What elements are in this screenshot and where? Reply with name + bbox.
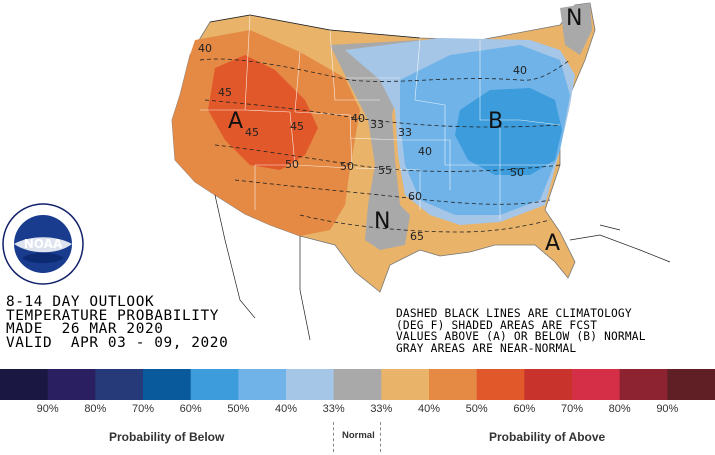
contour-label: 33: [398, 126, 412, 139]
legend-percent-label: 40%: [417, 403, 441, 415]
region-near-normal-ne: [560, 3, 592, 55]
mexico-outline: [214, 194, 256, 319]
legend-swatch: [47, 369, 96, 400]
contour-label: 40: [198, 42, 212, 55]
legend-swatch: [95, 369, 144, 400]
climatology-note: DASHED BLACK LINES ARE CLIMATOLOGY (DEG F…: [396, 308, 646, 354]
cuba-outline: [569, 234, 671, 263]
region-near-normal: [330, 40, 420, 250]
legend-percent-label: 80%: [84, 403, 107, 415]
state-borders: [200, 14, 561, 220]
legend-percent-label: 50%: [227, 403, 250, 415]
legend-divider-right: [380, 422, 381, 452]
legend-percent-label: 90%: [36, 403, 59, 415]
legend-above-label: Probability of Above: [489, 430, 606, 444]
contour-label: 65: [410, 230, 424, 243]
legend-swatch: [667, 369, 715, 400]
legend-swatch: [0, 369, 49, 400]
marker-normal-northeast: N: [566, 6, 582, 31]
contour-label: 45: [245, 126, 259, 139]
outlook-line-4: VALID APR 03 - 09, 2020: [6, 334, 229, 351]
legend-swatch: [381, 369, 430, 400]
outlook-line-1: 8-14 DAY OUTLOOK: [6, 294, 155, 310]
marker-normal-south: N: [374, 209, 390, 234]
contour-label: 40: [351, 112, 365, 125]
legend-swatch: [524, 369, 573, 400]
legend-percent-label: 60%: [513, 403, 536, 415]
contour-label: 60: [408, 190, 422, 203]
legend-swatch: [429, 369, 478, 400]
contour-label: 55: [378, 164, 392, 177]
legend-below-label: Probability of Below: [109, 430, 225, 444]
legend-swatch: [238, 369, 287, 400]
legend-percent-label: 90%: [656, 403, 679, 415]
bahamas-outline: [599, 224, 621, 231]
note-line-4: GRAY AREAS ARE NEAR-NORMAL: [396, 341, 577, 355]
contour-label: 50: [510, 166, 524, 179]
region-near-normal-south: [368, 200, 410, 248]
legend-percent-label: 60%: [179, 403, 202, 415]
legend-swatch: [190, 369, 239, 400]
legend-swatch: [572, 369, 621, 400]
contour-label: 50: [285, 158, 299, 171]
region-above-60: [208, 55, 318, 170]
note-line-2: (DEG F) SHADED AREAS ARE FCST: [396, 318, 598, 332]
marker-above-southeast: A: [545, 231, 560, 256]
marker-above-west: A: [228, 109, 243, 134]
mexico-outline-2: [299, 236, 311, 341]
contour-label: 50: [340, 160, 354, 173]
legend-percent-label: 50%: [465, 403, 488, 415]
noaa-logo: NOAA: [2, 203, 84, 285]
legend-percent-label: 40%: [274, 403, 298, 415]
region-below-50: [455, 88, 562, 175]
outlook-title-block: 8-14 DAY OUTLOOK TEMPERATURE PROBABILITY M…: [6, 294, 229, 351]
legend-swatch: [333, 369, 382, 400]
legend-percent-row: 90% 80% 70% 60% 50% 40% 33% 33% 40% 50% 60% 70% 80% 9…: [0, 403, 715, 419]
legend-percent-label: 33%: [370, 403, 393, 415]
legend-swatch: [143, 369, 192, 400]
marker-below-east: B: [488, 109, 503, 134]
legend-swatch: [619, 369, 668, 400]
contour-label: 45: [290, 120, 304, 133]
contour-label: 40: [418, 145, 432, 158]
contour-label: 40: [513, 64, 527, 77]
legend-swatch: [286, 369, 335, 400]
note-line-3: VALUES ABOVE (A) OR BELOW (B) NORMAL: [396, 330, 646, 343]
legend-percent-label: 33%: [322, 403, 345, 415]
legend-swatch: [476, 369, 525, 400]
legend-normal-label: Normal: [342, 430, 375, 441]
legend-percent-label: 80%: [608, 403, 631, 415]
outlook-map: 40 45 45 45 50 40 33 33 40 50 55 60 65 4…: [171, 2, 671, 341]
canada-border: [209, 14, 421, 39]
climatology-contours: [199, 58, 571, 233]
outlook-line-2: TEMPERATURE PROBABILITY: [6, 307, 220, 324]
note-line-1: DASHED BLACK LINES ARE CLIMATOLOGY: [396, 307, 632, 320]
legend-percent-label: 70%: [131, 403, 155, 415]
outlook-line-3: MADE 26 MAR 2020: [6, 321, 164, 337]
probability-legend: [0, 369, 715, 400]
contour-label: 33: [370, 118, 384, 131]
legend-percent-label: 70%: [560, 403, 584, 415]
contour-label: 45: [218, 86, 232, 99]
legend-divider-left: [333, 422, 334, 452]
noaa-logo-text: NOAA: [24, 237, 63, 251]
